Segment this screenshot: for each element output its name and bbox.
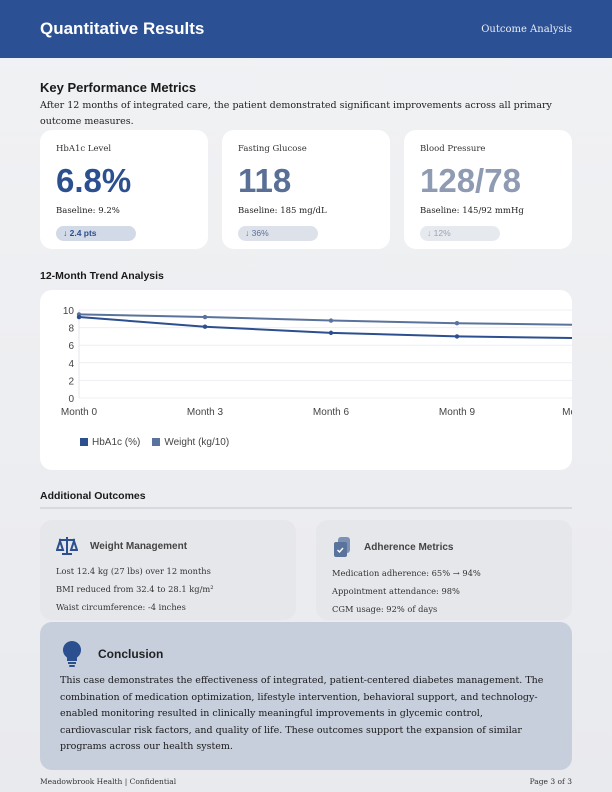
legend-item-weight[interactable]: Weight (kg/10): [152, 437, 229, 448]
page-number: Page 3 of 3: [529, 777, 572, 786]
kpi-change-badge: ↓ 2.4 pts: [56, 226, 136, 241]
kpi-card-glucose: Fasting Glucose 118 Baseline: 185 mg/dL …: [222, 130, 390, 249]
kpi-value: 118: [238, 162, 292, 199]
weight-item: Waist circumference: -4 inches: [56, 602, 186, 612]
weight-title: Weight Management: [90, 540, 188, 552]
adherence-item: Appointment attendance: 98%: [332, 586, 460, 596]
page-subtitle: Outcome Analysis: [481, 23, 572, 35]
trend-chart-svg: 0 2 4 6 8 10 Month 0 Month 3 Month 6 Month 9 Month…: [61, 306, 572, 418]
y-tick-label: 10: [63, 306, 75, 317]
kpi-card-hba1c: HbA1c Level 6.8% Baseline: 9.2% ↓ 2.4 pt…: [40, 130, 208, 249]
y-tick-label: 8: [68, 324, 74, 335]
kpi-baseline: Baseline: 9.2%: [56, 206, 120, 216]
page-header: Quantitative Results Outcome Analysis: [0, 0, 612, 58]
kpi-baseline: Baseline: 145/92 mmHg: [420, 206, 524, 216]
weight-item: Lost 12.4 kg (27 lbs) over 12 months: [56, 566, 211, 576]
data-point: [328, 318, 334, 323]
x-tick-label: Month 6: [313, 407, 350, 418]
y-tick-label: 4: [68, 359, 74, 370]
kpi-change-badge: ↓ 12%: [420, 226, 500, 241]
kpi-value: 128/78: [420, 162, 521, 199]
x-tick-label: Month 9: [439, 407, 476, 418]
y-tick-label: 6: [68, 341, 74, 352]
kpi-intro: After 12 months of integrated care, the …: [40, 100, 552, 127]
trend-chart: 0 2 4 6 8 10 Month 0 Month 3 Month 6 Month 9 Month…: [40, 290, 572, 470]
kpi-label: Fasting Glucose: [238, 144, 307, 154]
adherence-title: Adherence Metrics: [364, 541, 454, 553]
chart-legend: HbA1c (%) Weight (kg/10): [80, 437, 229, 448]
lightbulb-icon: [62, 640, 82, 667]
kpi-heading: Key Performance Metrics: [40, 80, 197, 95]
data-point: [454, 321, 460, 326]
kpi-label: Blood Pressure: [420, 144, 486, 154]
data-point: [328, 330, 334, 336]
data-point: [76, 314, 82, 320]
conclusion-title: Conclusion: [98, 647, 164, 661]
clipboard-check-icon: [334, 537, 350, 557]
kpi-label: HbA1c Level: [56, 144, 112, 154]
kpi-value: 6.8%: [56, 162, 132, 199]
adherence-item: CGM usage: 92% of days: [332, 604, 438, 614]
kpi-cards: HbA1c Level 6.8% Baseline: 9.2% ↓ 2.4 pt…: [40, 130, 572, 249]
x-tick-label: Month 12: [562, 407, 572, 418]
kpi-section: Key Performance Metrics After 12 months …: [40, 80, 572, 130]
legend-item-hba1c[interactable]: HbA1c (%): [80, 437, 140, 448]
weight-management-card: Weight Management Lost 12.4 kg (27 lbs) …: [40, 520, 296, 620]
data-point: [454, 334, 460, 339]
scale-icon: [56, 537, 78, 555]
x-tick-label: Month 0: [61, 407, 98, 418]
data-point: [202, 324, 208, 329]
x-tick-label: Month 3: [187, 407, 224, 418]
adherence-metrics-card: Adherence Metrics Medication adherence: …: [316, 520, 572, 620]
kpi-baseline: Baseline: 185 mg/dL: [238, 206, 327, 216]
trend-heading: 12-Month Trend Analysis: [40, 270, 164, 282]
data-point: [202, 314, 208, 320]
page-title: Quantitative Results: [40, 19, 205, 38]
adherence-item: Medication adherence: 65% → 94%: [332, 568, 481, 578]
weight-item: BMI reduced from 32.4 to 28.1 kg/m²: [56, 584, 214, 594]
y-tick-label: 2: [68, 376, 74, 387]
footer-org: Meadowbrook Health | Confidential: [40, 777, 177, 786]
y-tick-label: 0: [68, 394, 74, 405]
kpi-card-blood-pressure: Blood Pressure 128/78 Baseline: 145/92 m…: [404, 130, 572, 249]
kpi-change-badge: ↓ 36%: [238, 226, 318, 241]
outcomes-heading: Additional Outcomes: [40, 490, 146, 502]
divider: [40, 507, 572, 509]
conclusion-card: Conclusion This case demonstrates the ef…: [40, 622, 572, 770]
conclusion-text: This case demonstrates the effectiveness…: [60, 675, 544, 752]
page-footer: Meadowbrook Health | Confidential Page 3…: [40, 777, 572, 786]
